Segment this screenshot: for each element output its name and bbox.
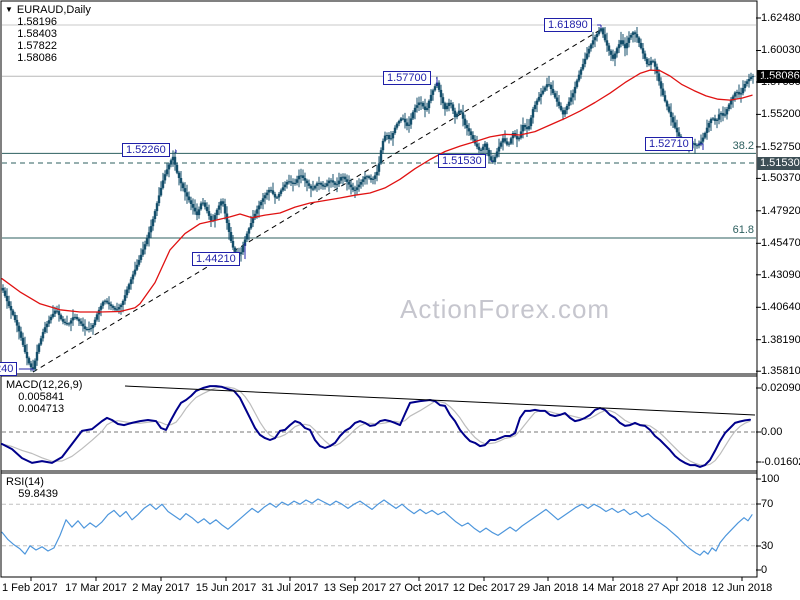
rsi-indicator-label: RSI(14) 59.8439 (6, 476, 58, 500)
price-axis-label: 1.55200 (761, 108, 800, 120)
price-axis-label: 1.43090 (761, 269, 800, 281)
date-axis-label: 12 Dec 2017 (452, 582, 516, 594)
legend-open: 1.58196 (17, 16, 57, 28)
macd-value-2: 0.004713 (18, 403, 65, 415)
legend-close: 1.58086 (17, 52, 57, 64)
callout-connectors (18, 24, 704, 371)
level-price-badge: 1.51530 (757, 157, 800, 170)
date-axis-label: 13 Sep 2017 (323, 582, 387, 594)
price-axis-label: 1.35810 (761, 365, 800, 377)
date-axis-label: 15 Jun 2017 (195, 582, 257, 594)
macd-trendline[interactable] (124, 385, 756, 416)
actionforex-watermark: ActionForex.com (400, 294, 611, 324)
fib-ratio-label: 38.2 (732, 140, 754, 152)
price-axis-label: 1.45470 (761, 237, 800, 249)
candles-layer (1, 27, 755, 372)
legend-low: 1.57822 (17, 40, 57, 52)
rsi-panel (1, 498, 756, 556)
price-callout[interactable]: 1.61890 (544, 18, 592, 32)
price-callout[interactable]: 1.52710 (645, 137, 693, 151)
symbol-dropdown-icon[interactable]: ▼ (5, 5, 13, 14)
rsi-axis-label: 0 (761, 564, 768, 576)
macd-indicator-label: MACD(12,26,9) 0.005841 0.004713 (6, 379, 83, 415)
price-axis-label: 1.50370 (761, 172, 800, 184)
date-axis-label: 31 Jul 2017 (261, 582, 319, 594)
panel-borders (0, 0, 758, 578)
axis-ticks (30, 17, 761, 581)
date-axis-label: 1 Feb 2017 (2, 582, 58, 594)
rsi-axis-label: 30 (761, 540, 774, 552)
date-axis-label: 29 Jan 2018 (517, 582, 579, 594)
fib-ratio-label: 61.8 (732, 224, 754, 236)
price-axis-label: 1.40640 (761, 301, 800, 313)
date-axis-label: 17 Mar 2017 (65, 582, 127, 594)
macd-axis-label: 0.020904 (761, 382, 800, 394)
date-axis-label: 27 Oct 2017 (389, 582, 449, 594)
price-axis-label: 1.47920 (761, 205, 800, 217)
price-axis-label: 1.60030 (761, 44, 800, 56)
red-ma-line (1, 69, 753, 313)
price-callout[interactable]: 1.44210 (192, 252, 240, 266)
macd-axis-label: -0.016023 (761, 456, 800, 468)
price-callout[interactable]: 1.51530 (438, 154, 486, 168)
chart-legend: ▼ EURAUD,Daily 1.58196 1.58403 1.57822 1.… (5, 4, 94, 76)
rsi-axis-label: 100 (761, 473, 780, 485)
price-axis-label: 1.57650 (761, 76, 800, 88)
macd-panel (1, 385, 756, 468)
price-callout[interactable]: 1.52260 (122, 143, 170, 157)
rsi-axis-label: 70 (761, 498, 774, 510)
macd-axis-label: 0.00 (761, 426, 783, 438)
price-callout[interactable]: 1.57700 (383, 71, 431, 85)
price-axis-label: 1.38190 (761, 334, 800, 346)
legend-high: 1.58403 (17, 28, 57, 40)
price-axis-label: 1.52750 (761, 141, 800, 153)
current-price-badge: 1.58086 (757, 70, 800, 83)
rsi-value: 59.8439 (18, 488, 58, 500)
date-axis-label: 12 Jun 2018 (711, 582, 773, 594)
ascending-trendline[interactable] (32, 29, 601, 373)
legend-symbol: EURAUD,Daily (16, 4, 91, 16)
date-axis-label: 27 Apr 2018 (647, 582, 707, 594)
price-axis-label: 1.62480 (761, 12, 800, 24)
macd-value-1: 0.005841 (18, 391, 65, 403)
price-callout[interactable]: 240 (0, 362, 18, 376)
date-axis-label: 14 Mar 2018 (582, 582, 644, 594)
date-axis-label: 2 May 2017 (132, 582, 190, 594)
